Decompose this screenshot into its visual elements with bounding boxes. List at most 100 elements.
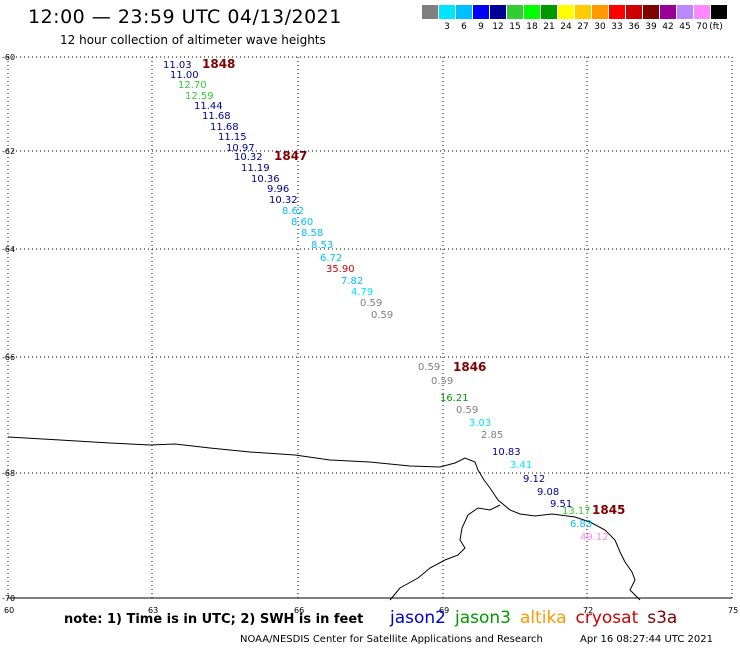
pass-number-label: 1845 (592, 503, 625, 517)
color-legend-swatch (490, 5, 506, 19)
latitude-label: -60 (2, 53, 15, 62)
wave-height-label: 11.68 (202, 111, 231, 122)
color-legend-label: 15 (509, 22, 521, 32)
wave-height-label: 8.62 (282, 206, 304, 217)
wave-height-label: 3.41 (510, 460, 532, 471)
longitude-label: 63 (148, 606, 158, 615)
wave-height-label: 0.59 (418, 362, 440, 373)
credit-text: NOAA/NESDIS Center for Satellite Applica… (240, 634, 543, 645)
wave-height-label: 35.90 (326, 264, 355, 275)
latitude-label: -66 (2, 353, 15, 362)
color-legend-swatch (694, 5, 710, 19)
wave-height-label: 0.59 (456, 405, 478, 416)
color-legend-swatch (558, 5, 574, 19)
pass-number-label: 1846 (453, 360, 486, 374)
wave-height-label: 0.59 (360, 298, 382, 309)
wave-height-label: 9.08 (537, 487, 559, 498)
color-legend-unit: (ft) (709, 22, 723, 32)
wave-height-label: 13.17 (562, 506, 591, 517)
wave-height-label: 0.59 (431, 376, 453, 387)
latitude-label: -70 (2, 594, 15, 603)
wave-height-label: 0.59 (371, 310, 393, 321)
color-legend-label: 18 (526, 22, 538, 32)
coastline-inlet (389, 504, 501, 601)
color-legend-swatch (422, 5, 438, 19)
color-legend-label: 12 (492, 22, 504, 32)
wave-height-label: 8.58 (301, 228, 323, 239)
pass-labels: 1848 1847 1846 1845 (202, 57, 625, 517)
color-legend-label: 33 (611, 22, 623, 32)
wave-height-label: 8.60 (291, 217, 313, 228)
color-legend-swatch (575, 5, 591, 19)
wave-height-label: 12.59 (185, 91, 214, 102)
color-legend-swatch (456, 5, 472, 19)
wave-height-label: 49.12 (580, 532, 609, 543)
latitude-label: -62 (2, 147, 15, 156)
graticule (7, 56, 733, 599)
wave-height-label: 11.68 (210, 122, 239, 133)
wave-height-label: 10.97 (226, 143, 255, 154)
timestamp-text: Apr 16 08:27:44 UTC 2021 (580, 634, 713, 645)
color-legend-label: 42 (662, 22, 674, 32)
coastline (7, 436, 641, 601)
wave-height-label: 6.83 (570, 519, 592, 530)
wave-height-label: 9.51 (550, 499, 572, 510)
page-subtitle: 12 hour collection of altimeter wave hei… (60, 33, 326, 47)
wave-height-label: 6.72 (320, 253, 342, 264)
mission-s3a: s3a (647, 608, 678, 628)
axis-labels: -60 -62 -64 -66 -68 -70 60 63 66 69 72 75 (2, 53, 738, 615)
longitude-label: 69 (439, 606, 449, 615)
wave-height-label: 7.82 (341, 276, 363, 287)
wave-height-label: 16.21 (440, 393, 469, 404)
wave-height-label: 9.96 (267, 184, 289, 195)
longitude-label: 75 (728, 606, 738, 615)
color-legend-swatch (609, 5, 625, 19)
wave-height-label: 2.85 (481, 430, 503, 441)
color-legend-label: 36 (628, 22, 640, 32)
wave-height-label: 10.32 (234, 152, 263, 163)
color-legend-swatch (626, 5, 642, 19)
page-title: 12:00 — 23:59 UTC 04/13/2021 (28, 6, 342, 28)
wave-height-label: 10.83 (492, 447, 521, 458)
note-text: note: 1) Time is in UTC; 2) SWH is in fe… (64, 612, 364, 627)
wave-height-label: 10.32 (269, 195, 298, 206)
color-legend-swatch (524, 5, 540, 19)
color-legend-label: 3 (444, 22, 450, 32)
latitude-label: -64 (2, 245, 15, 254)
color-legend-swatch (507, 5, 523, 19)
longitude-label: 72 (583, 606, 593, 615)
wave-height-label: 11.19 (241, 163, 270, 174)
color-legend-swatch (592, 5, 608, 19)
wave-height-label: 11.00 (170, 70, 199, 81)
color-legend-label: 21 (543, 22, 555, 32)
color-legend-swatch (643, 5, 659, 19)
wave-height-label: 11.03 (163, 60, 192, 71)
longitude-label: 66 (294, 606, 304, 615)
color-legend-swatch (541, 5, 557, 19)
color-legend-label: 9 (478, 22, 484, 32)
altimeter-tracks: 11.0311.0012.7012.5911.4411.6811.6811.15… (163, 60, 609, 543)
pass-number-label: 1847 (274, 149, 307, 163)
color-legend-label: 27 (577, 22, 589, 32)
color-legend-label: 39 (645, 22, 657, 32)
wave-height-label: 12.70 (178, 80, 207, 91)
pass-number-label: 1848 (202, 57, 235, 71)
wave-height-label: 8.53 (311, 240, 333, 251)
color-legend-swatch (711, 5, 727, 19)
wave-height-label: 11.44 (194, 101, 223, 112)
color-legend-label: 6 (461, 22, 467, 32)
wave-height-label: 3.03 (469, 418, 491, 429)
color-legend-swatch (473, 5, 489, 19)
mission-jason2: jason2 (390, 608, 446, 628)
wave-height-label: 4.79 (351, 287, 373, 298)
mission-altika: altika (520, 608, 567, 628)
color-legend-swatch (660, 5, 676, 19)
color-legend-swatch (439, 5, 455, 19)
color-legend-label: 30 (594, 22, 606, 32)
wave-height-label: 11.15 (218, 132, 247, 143)
wave-height-label: 9.12 (523, 474, 545, 485)
color-legend-label: 45 (679, 22, 691, 32)
longitude-label: 60 (4, 606, 14, 615)
color-legend-swatch (677, 5, 693, 19)
